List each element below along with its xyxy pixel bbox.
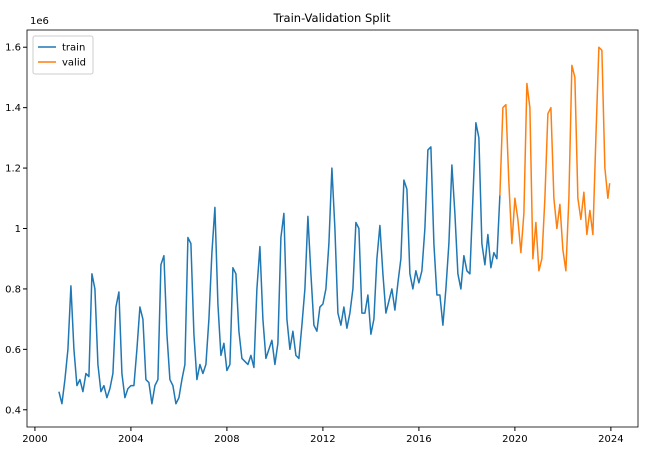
y-tick-label: 1.6 [5,43,21,54]
legend-label: train [62,43,85,54]
y-tick-label: 0.8 [5,284,21,295]
x-tick-label: 2024 [598,434,623,445]
x-tick-label: 2016 [406,434,431,445]
chart-title: Train-Validation Split [272,11,391,25]
y-tick-label: 1.4 [5,103,21,114]
y-tick-label: 0.6 [5,345,21,356]
y-tick-label: 1.2 [5,164,21,175]
x-tick-label: 2008 [214,434,239,445]
x-tick-label: 2020 [502,434,527,445]
x-tick-label: 2004 [118,434,143,445]
series-line [499,46,611,272]
series-line [58,122,501,405]
legend-box [32,35,94,75]
axes-frame [26,29,639,428]
y-tick-label: 0.4 [5,405,21,416]
x-tick-label: 2012 [310,434,335,445]
axis-offset-label: 1e6 [30,16,49,27]
x-tick-label: 2000 [22,434,47,445]
legend-label: valid [62,58,86,69]
y-tick-label: 1 [15,224,21,235]
